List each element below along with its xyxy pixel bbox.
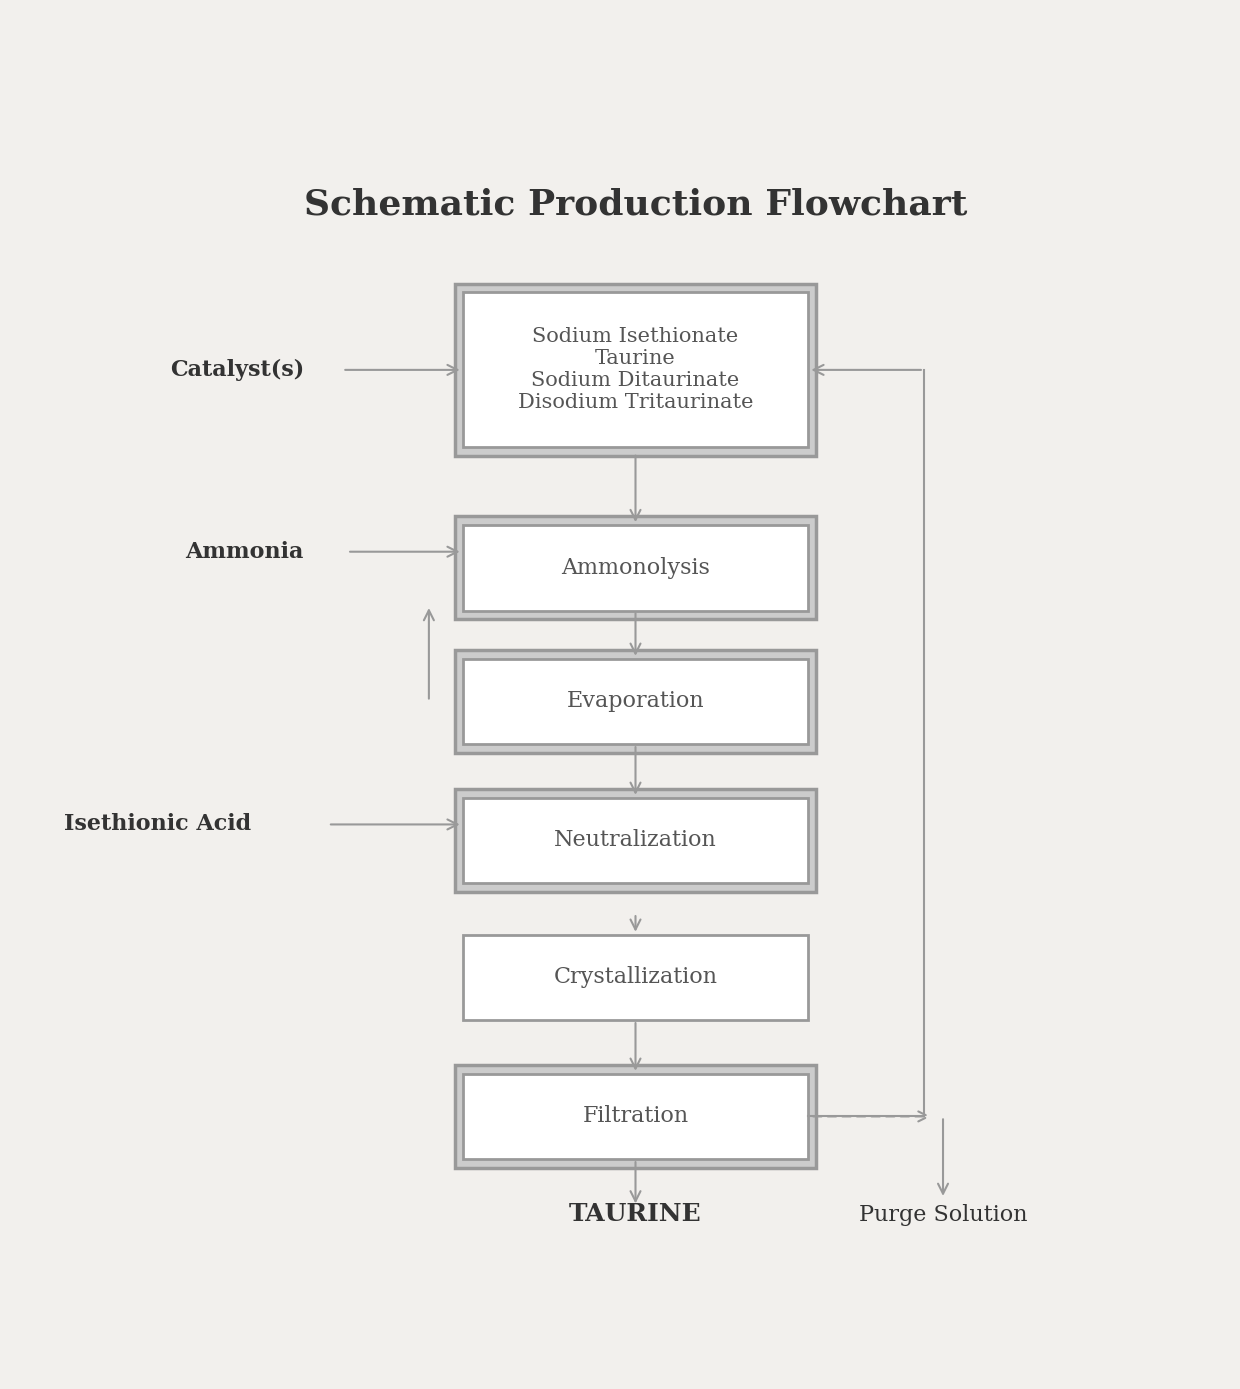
- Bar: [455, 1065, 816, 1168]
- Bar: [455, 517, 816, 619]
- Text: TAURINE: TAURINE: [569, 1201, 702, 1225]
- Bar: [463, 292, 808, 447]
- Text: Isethionic Acid: Isethionic Acid: [64, 814, 250, 835]
- Text: Catalyst(s): Catalyst(s): [170, 358, 304, 381]
- Text: Neutralization: Neutralization: [554, 829, 717, 851]
- Text: Ammonia: Ammonia: [186, 540, 304, 563]
- Text: Ammonolysis: Ammonolysis: [560, 557, 711, 579]
- Bar: [455, 283, 816, 456]
- Bar: [463, 525, 808, 611]
- Bar: [463, 658, 808, 745]
- Text: Evaporation: Evaporation: [567, 690, 704, 713]
- Text: Purge Solution: Purge Solution: [859, 1203, 1027, 1225]
- Bar: [463, 797, 808, 883]
- Bar: [463, 1074, 808, 1160]
- Text: Filtration: Filtration: [583, 1106, 688, 1128]
- Bar: [455, 650, 816, 753]
- Bar: [463, 935, 808, 1020]
- Text: Sodium Isethionate
Taurine
Sodium Ditaurinate
Disodium Tritaurinate: Sodium Isethionate Taurine Sodium Ditaur…: [518, 328, 753, 413]
- Text: Schematic Production Flowchart: Schematic Production Flowchart: [304, 188, 967, 221]
- Text: Crystallization: Crystallization: [553, 967, 718, 989]
- Bar: [455, 789, 816, 892]
